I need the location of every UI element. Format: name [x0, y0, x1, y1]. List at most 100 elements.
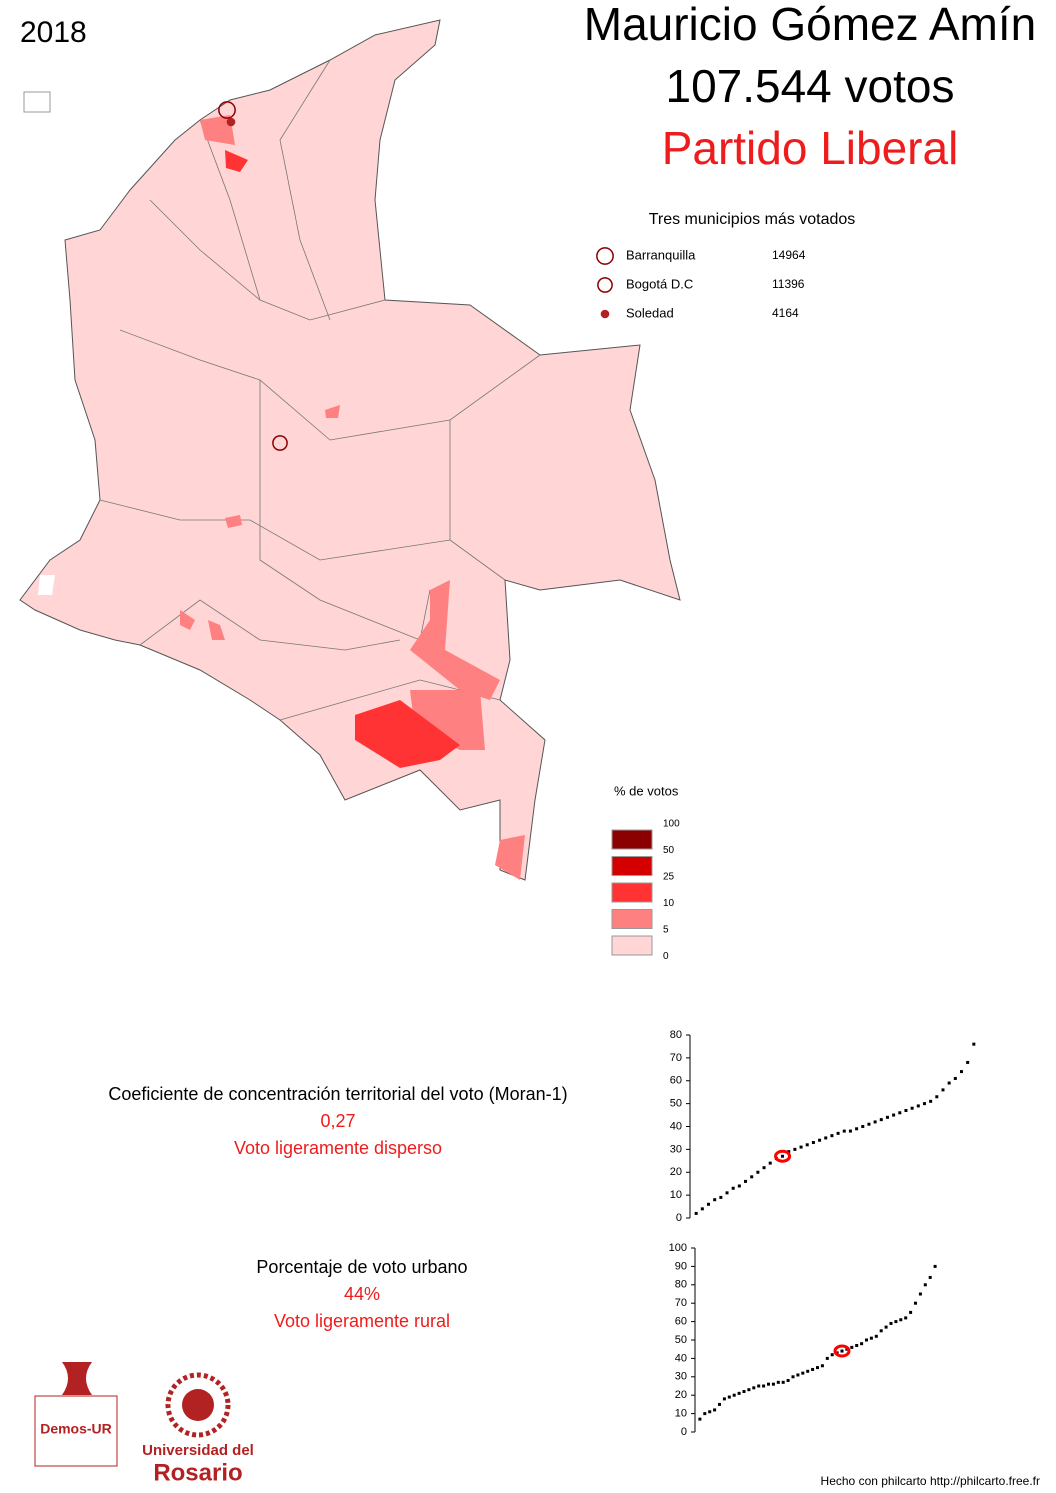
point [830, 1134, 834, 1138]
point [898, 1111, 902, 1115]
y-tick-label: 30 [675, 1371, 687, 1383]
point [918, 1292, 922, 1296]
point [718, 1402, 721, 1406]
point [910, 1106, 914, 1110]
point [894, 1320, 898, 1324]
y-tick-label: 70 [675, 1297, 687, 1309]
y-tick-label: 30 [670, 1143, 682, 1155]
y-tick-label: 0 [681, 1426, 687, 1438]
legend-tick-label: 5 [663, 925, 669, 936]
demos-text: Demos-UR [40, 1421, 112, 1437]
point [771, 1382, 775, 1386]
region-5-10 [180, 610, 195, 630]
point [935, 1095, 939, 1099]
municipality-name: Soledad [626, 305, 674, 320]
y-tick-label: 60 [675, 1316, 687, 1328]
point [861, 1125, 865, 1128]
candidate-name: Mauricio Gómez Amín [584, 0, 1036, 50]
municipality-name: Bogotá D.C [626, 276, 693, 291]
y-tick-label: 60 [670, 1075, 682, 1087]
point [824, 1136, 828, 1140]
region-5-10 [410, 580, 500, 700]
point [820, 1364, 824, 1368]
legend-swatch [611, 909, 653, 929]
university-line1: Universidad del [142, 1442, 254, 1459]
point [703, 1412, 707, 1416]
legend-tick-label: 25 [663, 872, 675, 883]
point [953, 1076, 957, 1080]
legend-tick-label: 0 [663, 951, 669, 962]
point [899, 1318, 903, 1322]
urban-description: Voto ligeramente rural [274, 1311, 450, 1331]
point [737, 1391, 741, 1395]
y-tick-label: 80 [670, 1029, 682, 1041]
point [865, 1338, 868, 1342]
point [947, 1081, 951, 1085]
point [922, 1102, 926, 1106]
point [840, 1349, 844, 1353]
point [732, 1393, 736, 1397]
region-5-10 [225, 515, 242, 528]
y-tick-label: 20 [670, 1166, 682, 1178]
point [801, 1371, 805, 1375]
y-tick-label: 20 [675, 1389, 687, 1401]
point [762, 1384, 766, 1388]
point [842, 1129, 846, 1133]
region-10-25 [355, 700, 460, 768]
point [860, 1342, 864, 1346]
point [869, 1336, 873, 1340]
point [836, 1131, 840, 1135]
point [830, 1353, 834, 1357]
point [941, 1088, 945, 1092]
point [742, 1390, 746, 1394]
point [904, 1316, 908, 1320]
point [793, 1147, 797, 1151]
point [786, 1378, 790, 1382]
point [811, 1367, 815, 1371]
point [713, 1198, 717, 1202]
region-5-10 [495, 835, 525, 880]
point [904, 1108, 908, 1112]
point [879, 1329, 883, 1333]
y-tick-label: 10 [675, 1408, 687, 1420]
point [966, 1060, 970, 1064]
point [805, 1143, 809, 1147]
legend-tick-label: 100 [663, 819, 680, 830]
point [929, 1099, 933, 1103]
legend-marker [597, 277, 613, 293]
legend-title: % de votos [614, 783, 679, 798]
map [19, 19, 681, 881]
inset-box [23, 91, 51, 113]
y-tick-label: 80 [675, 1279, 687, 1291]
point [725, 1191, 729, 1195]
point [867, 1122, 871, 1126]
moran-label: Coeficiente de concentración territorial… [108, 1084, 567, 1104]
map-marker [226, 117, 236, 127]
point [811, 1141, 815, 1145]
point [700, 1207, 704, 1211]
point [914, 1301, 917, 1305]
legend-marker [600, 309, 610, 319]
point [776, 1380, 780, 1384]
y-tick-label: 40 [675, 1352, 687, 1364]
point [885, 1115, 889, 1119]
point [762, 1166, 766, 1170]
point [972, 1042, 976, 1046]
point [874, 1334, 878, 1338]
y-tick-label: 0 [676, 1212, 682, 1224]
region-10-25 [225, 150, 248, 172]
point [713, 1408, 717, 1412]
highlight-point [774, 1149, 792, 1163]
point [923, 1283, 927, 1287]
year: 2018 [20, 16, 87, 49]
municipality-votes: 4164 [772, 306, 799, 320]
y-tick-label: 50 [670, 1098, 682, 1110]
point [889, 1321, 893, 1325]
point [879, 1118, 883, 1122]
country-outline [19, 19, 681, 881]
legend-swatch [611, 882, 653, 903]
point [707, 1202, 711, 1206]
university-line2: Rosario [153, 1459, 242, 1486]
point [884, 1325, 888, 1329]
